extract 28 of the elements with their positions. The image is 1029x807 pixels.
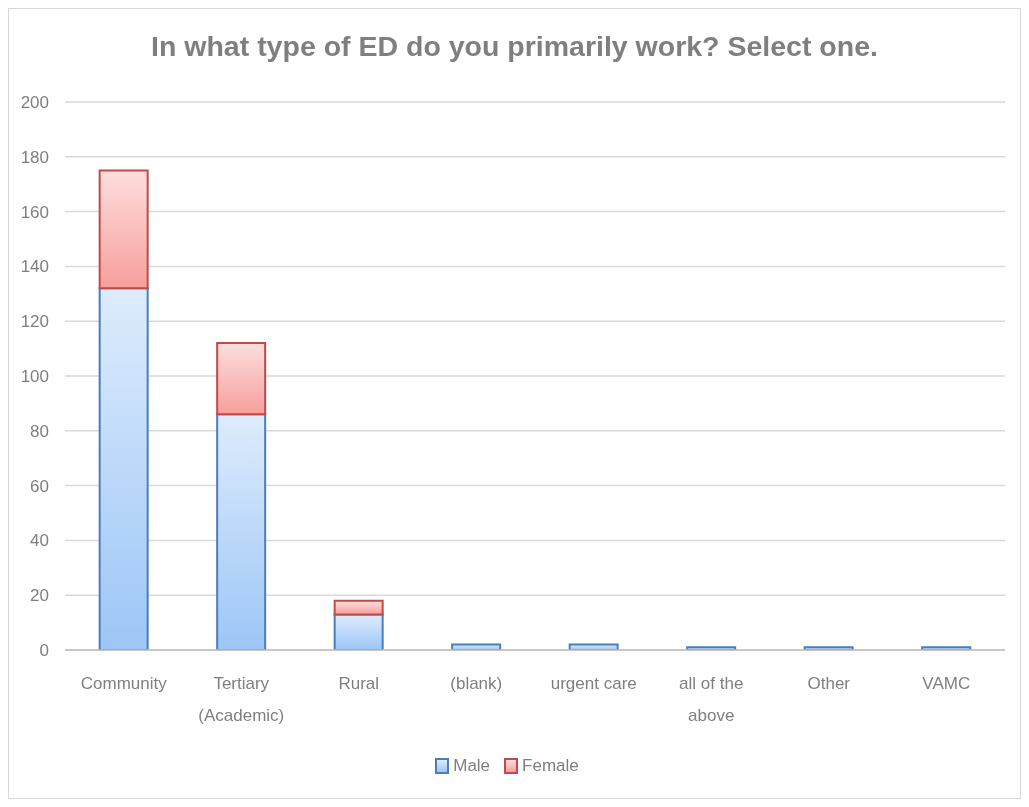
y-tick-label: 20 <box>30 586 49 606</box>
x-tick-label: Tertiary (Academic) <box>198 674 285 725</box>
x-tick-label: (blank) <box>450 674 503 694</box>
bar <box>98 169 149 290</box>
bar <box>216 342 267 416</box>
x-tick-label: urgent care <box>550 674 637 694</box>
x-tick-label: Community <box>80 674 168 694</box>
y-tick-label: 40 <box>30 531 49 551</box>
y-tick-label: 60 <box>30 476 49 496</box>
x-tick-label: VAMC <box>922 674 971 694</box>
chart-title: In what type of ED do you primarily work? Select one. <box>150 30 879 63</box>
y-tick-label: 180 <box>20 147 49 167</box>
bar <box>216 413 267 650</box>
legend-label: Male <box>453 756 491 776</box>
x-tick-label: Other <box>807 674 851 694</box>
y-tick-label: 200 <box>20 93 49 113</box>
y-tick-label: 160 <box>20 202 49 222</box>
y-tick-label: 80 <box>30 421 49 441</box>
bar <box>333 613 384 650</box>
legend-label: Female <box>522 756 579 776</box>
y-tick-label: 100 <box>20 367 49 387</box>
x-tick-label: Rural <box>338 674 380 694</box>
y-tick-label: 120 <box>20 312 49 332</box>
y-tick-label: 140 <box>20 257 49 277</box>
bar <box>98 287 149 650</box>
bar <box>333 599 384 616</box>
x-tick-label: all of the above <box>679 674 744 725</box>
y-tick-label: 0 <box>39 641 49 661</box>
